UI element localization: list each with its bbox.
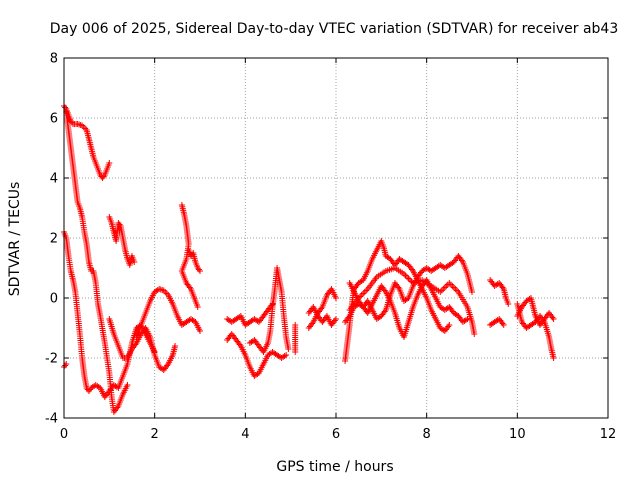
x-tick-label: 6 [332,427,340,442]
data-point [438,287,445,294]
series-arc-1 [61,103,113,181]
data-point [197,328,203,334]
x-tick-label: 2 [151,427,159,442]
x-axis-label: GPS time / hours [276,459,393,475]
data-point [361,289,368,295]
data-point [452,286,459,292]
data-point [402,272,409,279]
series-arc-12 [246,265,292,355]
y-tick-label: -2 [45,352,58,367]
data-point [450,284,457,291]
series-arc-23 [514,295,557,328]
x-tick-label: 12 [600,427,617,442]
data-point [441,284,448,291]
data-point [550,316,557,322]
data-point [500,322,507,328]
grid-lines [64,58,608,418]
series-arc-20 [487,277,512,307]
data-points [61,103,557,415]
data-point [446,322,453,328]
series-arc-14 [305,286,339,331]
data-point [404,274,411,280]
data-point [62,362,69,369]
y-tick-label: 6 [50,112,58,127]
data-point [449,283,456,289]
data-point [79,122,86,129]
data-point [505,301,512,307]
data-point [443,283,450,289]
data-point [464,316,471,322]
series-arc-8 [178,202,201,310]
data-point [292,349,299,355]
series-arc-7 [133,286,203,340]
series-arc-16 [342,238,453,364]
data-point [405,275,412,282]
series-arc-21 [487,316,507,328]
data-point [446,280,453,286]
x-tick-label: 8 [423,427,431,442]
data-point [283,352,290,358]
x-tick-label: 0 [60,427,68,442]
data-point [453,287,460,294]
chart-title: Day 006 of 2025, Sidereal Day-to-day VTE… [50,21,619,37]
data-point [333,316,339,322]
series-arc-5 [106,214,138,268]
series-arc-9 [185,247,203,274]
data-point [447,281,454,288]
series-arc-19 [346,265,478,337]
y-tick-label: 0 [50,292,58,307]
data-point [131,259,138,265]
x-tick-label: 10 [509,427,526,442]
y-tick-label: -4 [45,412,58,427]
x-tick-label: 4 [241,427,249,442]
series-arc-13 [292,322,299,355]
data-point [285,346,292,352]
y-tick-label: 4 [50,172,58,187]
data-point [160,287,167,294]
data-point [194,304,201,310]
data-point [471,331,478,337]
axis-ticks: 0 2 4 6 8 10 12 -4 -2 0 2 4 6 8 [45,52,616,443]
data-point [360,290,367,297]
series-arc-18 [346,253,475,322]
series-arc-15 [305,304,339,328]
data-point [197,268,203,274]
data-point [333,295,339,301]
data-point [363,287,370,294]
y-axis-label: SDTVAR / TECUs [7,182,23,297]
data-point [172,343,179,349]
series-arc-2 [63,109,131,415]
series-arc-6 [106,316,179,373]
data-point [550,355,557,361]
series-arc-4 [61,361,70,370]
data-point [124,382,131,388]
data-point [469,289,475,295]
y-tick-label: 2 [50,232,58,247]
plot-frame [63,57,609,419]
series-arc-10 [224,301,276,328]
y-tick-label: 8 [50,52,58,67]
series-arc-11 [224,331,290,379]
data-point [106,160,113,166]
